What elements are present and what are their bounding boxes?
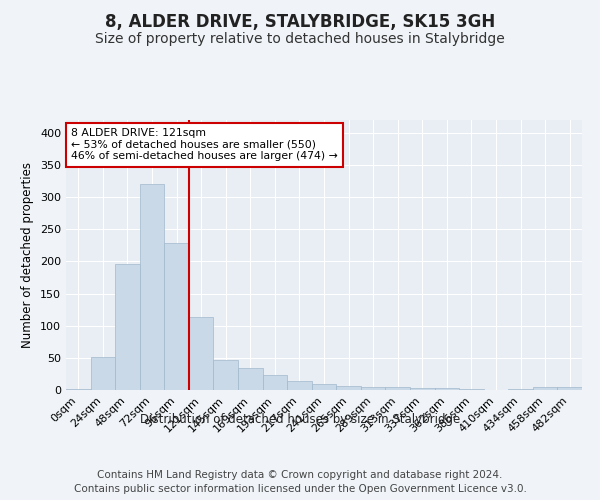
Text: 8, ALDER DRIVE, STALYBRIDGE, SK15 3GH: 8, ALDER DRIVE, STALYBRIDGE, SK15 3GH [105, 12, 495, 30]
Text: Size of property relative to detached houses in Stalybridge: Size of property relative to detached ho… [95, 32, 505, 46]
Bar [115, 264, 140, 390]
Bar [164, 244, 189, 390]
Bar [336, 386, 361, 390]
Y-axis label: Number of detached properties: Number of detached properties [22, 162, 34, 348]
Bar [238, 368, 263, 390]
Text: 8 ALDER DRIVE: 121sqm
← 53% of detached houses are smaller (550)
46% of semi-det: 8 ALDER DRIVE: 121sqm ← 53% of detached … [71, 128, 338, 162]
Bar [287, 381, 312, 390]
Bar [434, 388, 459, 390]
Bar [533, 388, 557, 390]
Bar [508, 388, 533, 390]
Bar [214, 360, 238, 390]
Text: Contains public sector information licensed under the Open Government Licence v3: Contains public sector information licen… [74, 484, 526, 494]
Bar [557, 387, 582, 390]
Text: Contains HM Land Registry data © Crown copyright and database right 2024.: Contains HM Land Registry data © Crown c… [97, 470, 503, 480]
Bar [140, 184, 164, 390]
Bar [91, 357, 115, 390]
Bar [410, 388, 434, 390]
Bar [189, 316, 214, 390]
Bar [312, 384, 336, 390]
Bar [66, 388, 91, 390]
Text: Distribution of detached houses by size in Stalybridge: Distribution of detached houses by size … [140, 412, 460, 426]
Bar [361, 388, 385, 390]
Bar [263, 374, 287, 390]
Bar [385, 388, 410, 390]
